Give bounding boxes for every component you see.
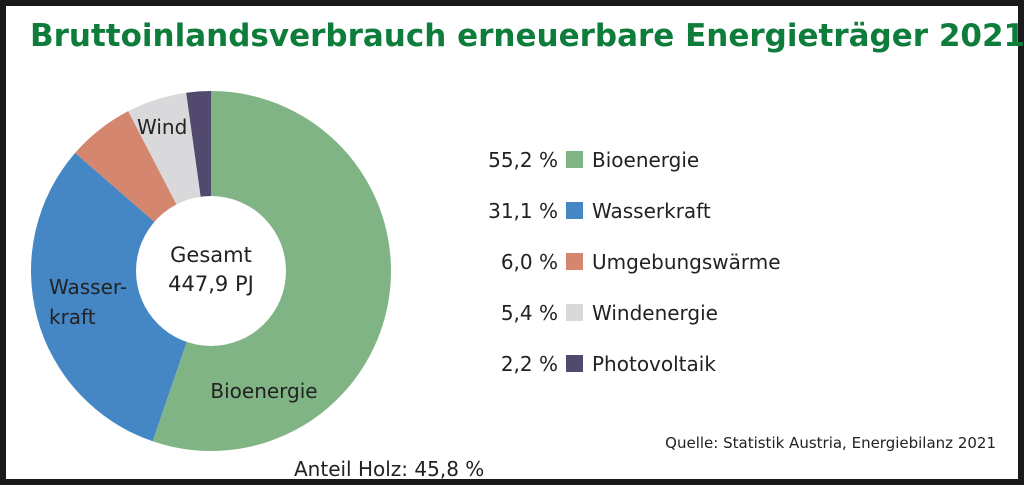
legend-item-wasserkraft: 31,1 % Wasserkraft [476, 185, 781, 236]
legend-value: 2,2 % [500, 351, 558, 376]
legend-swatch [566, 355, 583, 372]
legend-swatch [566, 304, 583, 321]
legend-label: Bioenergie [592, 147, 700, 172]
donut-hole [136, 196, 286, 346]
legend-item-windenergie: 5,4 % Windenergie [476, 287, 781, 338]
legend-item-umgebungswaerme: 6,0 % Umgebungswärme [476, 236, 781, 287]
legend-swatch [566, 253, 583, 270]
legend-item-photovoltaik: 2,2 % Photovoltaik [476, 338, 781, 389]
legend: 55,2 % Bioenergie 31,1 % Wasserkraft 6,0 % Um… [476, 134, 781, 389]
wood-share-note: Anteil Holz: 45,8 % [294, 457, 485, 481]
legend-swatch [566, 151, 583, 168]
source-note: Quelle: Statistik Austria, Energiebilanz… [665, 434, 996, 452]
donut-chart: Gesamt 447,9 PJ Bioenergie Wasser- kraft… [30, 91, 391, 451]
legend-swatch [566, 202, 583, 219]
slice-label-wasserkraft-2: kraft [49, 305, 96, 329]
slice-wasserkraft [30, 152, 212, 442]
slice-label-bioenergie: Bioenergie [210, 379, 317, 403]
slice-label-wind: Wind [137, 115, 187, 139]
legend-value: 5,4 % [500, 300, 558, 325]
center-label-total: 447,9 PJ [168, 272, 254, 296]
legend-value: 31,1 % [488, 198, 558, 223]
legend-item-bioenergie: 55,2 % Bioenergie [476, 134, 781, 185]
center-label-title: Gesamt [170, 243, 252, 267]
legend-label: Windenergie [592, 300, 718, 325]
legend-label: Photovoltaik [592, 351, 716, 376]
legend-label: Umgebungswärme [592, 249, 781, 274]
legend-label: Wasserkraft [592, 198, 711, 223]
legend-value: 55,2 % [488, 147, 558, 172]
slice-label-wasserkraft-1: Wasser- [49, 275, 127, 299]
legend-value: 6,0 % [500, 249, 558, 274]
chart-title: Bruttoinlandsverbrauch erneuerbare Energ… [30, 18, 1024, 54]
